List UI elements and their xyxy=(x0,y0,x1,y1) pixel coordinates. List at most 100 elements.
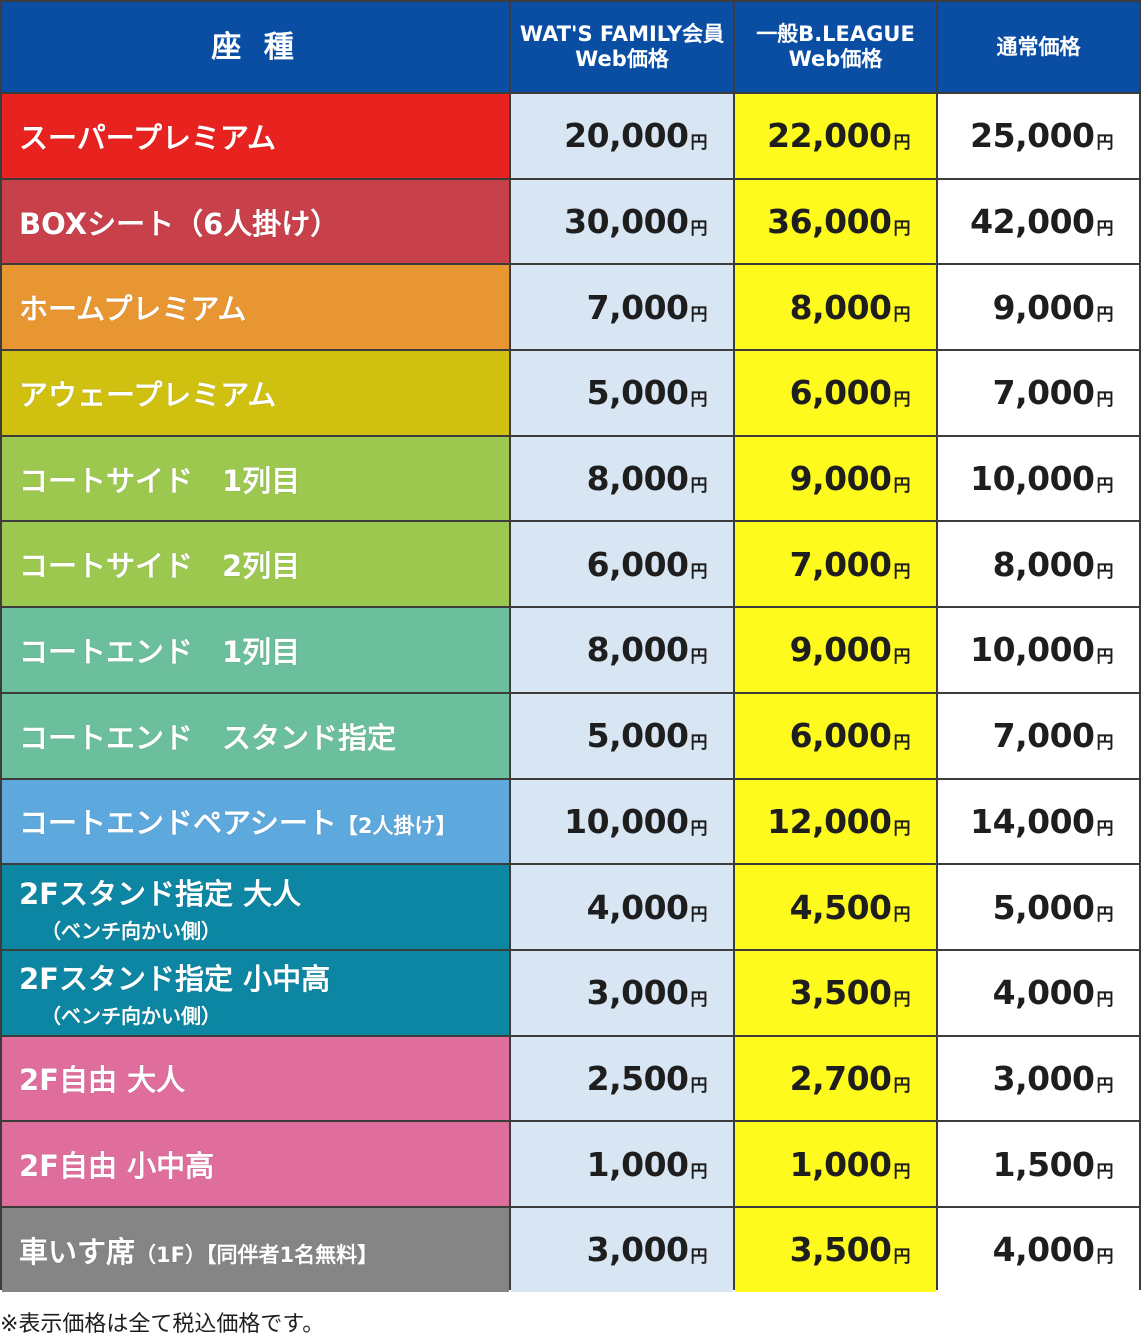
regular-price-value: 10,000 xyxy=(970,459,1095,499)
yen-unit: 円 xyxy=(893,990,911,1011)
regular-price-cell: 3,000 円 xyxy=(938,1036,1139,1121)
regular-price-cell: 9,000 円 xyxy=(938,265,1139,350)
seat-name-line: 2Fスタンド指定 大人 xyxy=(19,871,509,913)
regular-price-cell: 8,000 円 xyxy=(938,522,1139,607)
regular-price-cell: 14,000 円 xyxy=(938,779,1139,864)
seat-cell: ホームプレミアム xyxy=(2,265,509,350)
yen-unit: 円 xyxy=(1096,733,1114,754)
family-price-value: 8,000 xyxy=(586,630,689,670)
header-bleague-price: 一般B.LEAGUE Web価格 xyxy=(735,2,936,92)
family-price-cell: 7,000 円 xyxy=(511,265,733,350)
yen-unit: 円 xyxy=(893,219,911,240)
regular-price-cell: 1,500 円 xyxy=(938,1122,1139,1206)
yen-unit: 円 xyxy=(690,818,708,839)
seat-name-line: コートサイド 2列目 xyxy=(19,543,509,585)
seat-name: 2Fスタンド指定 小中高 xyxy=(19,962,331,997)
regular-price-value: 9,000 xyxy=(992,287,1095,327)
bleague-price-value: 3,500 xyxy=(789,973,892,1013)
seat-name: 2F自由 大人 xyxy=(19,1063,186,1098)
family-price-value: 5,000 xyxy=(586,716,689,756)
seat-name-line: アウェープレミアム xyxy=(19,372,509,414)
seat-name: コートエンド 1列目 xyxy=(19,634,301,669)
yen-unit: 円 xyxy=(1096,818,1114,839)
tax-note: ※表示価格は全て税込価格です。 xyxy=(0,1312,325,1337)
family-price-value: 30,000 xyxy=(564,202,689,242)
bleague-price-value: 22,000 xyxy=(767,116,892,156)
bleague-price-value: 6,000 xyxy=(789,373,892,413)
header-regular-price: 通常価格 xyxy=(938,2,1139,92)
seat-name: 2F自由 小中高 xyxy=(19,1149,215,1184)
bleague-price-value: 2,700 xyxy=(789,1058,892,1098)
yen-unit: 円 xyxy=(893,733,911,754)
regular-price-value: 7,000 xyxy=(992,716,1095,756)
seat-name: コートサイド 2列目 xyxy=(19,549,301,584)
seat-name-note: （1F）【同伴者1名無料】 xyxy=(135,1242,379,1267)
yen-unit: 円 xyxy=(1096,990,1114,1011)
regular-price-value: 7,000 xyxy=(992,373,1095,413)
yen-unit: 円 xyxy=(1096,390,1114,411)
yen-unit: 円 xyxy=(893,818,911,839)
yen-unit: 円 xyxy=(690,219,708,240)
bleague-price-value: 36,000 xyxy=(767,202,892,242)
yen-unit: 円 xyxy=(893,133,911,154)
seat-name-line: スーパープレミアム xyxy=(19,115,509,157)
bleague-price-cell: 12,000 円 xyxy=(735,779,936,864)
family-price-cell: 2,500 円 xyxy=(511,1036,733,1121)
yen-unit: 円 xyxy=(893,1161,911,1182)
family-price-cell: 3,000 円 xyxy=(511,1207,733,1292)
bleague-price-cell: 22,000 円 xyxy=(735,94,936,178)
seat-cell: 2Fスタンド指定 大人 （ベンチ向かい側） xyxy=(2,865,509,949)
seat-cell: コートエンドペアシート【2人掛け】 xyxy=(2,779,509,864)
seat-cell: 2Fスタンド指定 小中高 （ベンチ向かい側） xyxy=(2,950,509,1035)
yen-unit: 円 xyxy=(690,561,708,582)
seat-name-line: ホームプレミアム xyxy=(19,286,509,328)
seat-name: 2Fスタンド指定 大人 xyxy=(19,876,302,911)
family-price-cell: 10,000 円 xyxy=(511,779,733,864)
yen-unit: 円 xyxy=(893,476,911,497)
seat-name: コートエンドペアシート xyxy=(19,806,337,841)
seat-name: スーパープレミアム xyxy=(19,120,276,155)
seat-name-line: 2F自由 小中高 xyxy=(19,1143,509,1185)
family-price-cell: 1,000 円 xyxy=(511,1122,733,1206)
bleague-price-value: 9,000 xyxy=(789,630,892,670)
regular-price-value: 25,000 xyxy=(970,116,1095,156)
yen-unit: 円 xyxy=(1096,904,1114,925)
regular-price-value: 14,000 xyxy=(970,801,1095,841)
bleague-price-cell: 6,000 円 xyxy=(735,351,936,435)
seat-cell: コートエンド スタンド指定 xyxy=(2,693,509,778)
yen-unit: 円 xyxy=(690,647,708,668)
family-price-value: 5,000 xyxy=(586,373,689,413)
family-price-value: 3,000 xyxy=(586,1230,689,1270)
bleague-price-cell: 9,000 円 xyxy=(735,608,936,692)
bleague-price-value: 8,000 xyxy=(789,287,892,327)
yen-unit: 円 xyxy=(690,476,708,497)
regular-price-value: 1,500 xyxy=(992,1144,1095,1184)
family-price-value: 4,000 xyxy=(586,887,689,927)
regular-price-cell: 4,000 円 xyxy=(938,1207,1139,1292)
family-price-value: 7,000 xyxy=(586,287,689,327)
yen-unit: 円 xyxy=(893,1075,911,1096)
seat-name-line: コートエンド 1列目 xyxy=(19,629,509,671)
family-price-value: 10,000 xyxy=(564,801,689,841)
bleague-price-cell: 36,000 円 xyxy=(735,179,936,264)
regular-price-value: 5,000 xyxy=(992,887,1095,927)
seat-cell: 車いす席（1F）【同伴者1名無料】 xyxy=(2,1207,509,1292)
seat-cell: 2F自由 大人 xyxy=(2,1036,509,1121)
regular-price-value: 8,000 xyxy=(992,544,1095,584)
regular-price-cell: 10,000 円 xyxy=(938,608,1139,692)
yen-unit: 円 xyxy=(690,390,708,411)
header-bleague-line1: 一般B.LEAGUE xyxy=(756,22,915,46)
bleague-price-cell: 4,500 円 xyxy=(735,865,936,949)
yen-unit: 円 xyxy=(1096,1075,1114,1096)
bleague-price-cell: 8,000 円 xyxy=(735,265,936,350)
yen-unit: 円 xyxy=(893,390,911,411)
regular-price-value: 4,000 xyxy=(992,973,1095,1013)
family-price-cell: 20,000 円 xyxy=(511,94,733,178)
seat-name-sub: （ベンチ向かい側） xyxy=(41,1004,221,1029)
seat-name: ホームプレミアム xyxy=(19,292,247,327)
header-seat-label: 座 種 xyxy=(211,29,300,65)
price-table: 座 種 WAT'S FAMILY会員 Web価格 一般B.LEAGUE Web価格 … xyxy=(0,0,1141,1292)
seat-name-line: BOXシート（6人掛け） xyxy=(19,201,509,243)
bleague-price-value: 4,500 xyxy=(789,887,892,927)
seat-name-line: コートエンド スタンド指定 xyxy=(19,715,509,757)
